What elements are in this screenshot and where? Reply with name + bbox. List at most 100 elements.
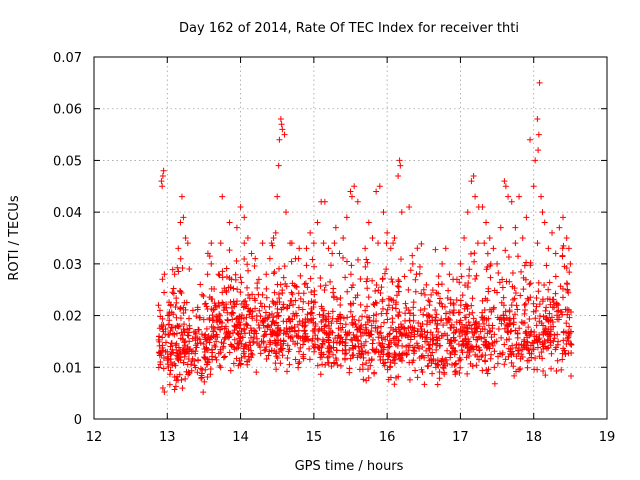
data-point — [354, 326, 361, 333]
data-point — [261, 347, 268, 354]
data-point — [458, 347, 465, 354]
data-point — [394, 282, 401, 289]
data-point — [521, 336, 528, 343]
data-point — [189, 307, 196, 314]
data-point — [457, 302, 464, 309]
data-point — [172, 383, 179, 390]
data-point — [512, 224, 519, 231]
data-point — [486, 345, 493, 352]
data-point — [407, 267, 414, 274]
data-point — [347, 301, 354, 308]
data-point — [530, 346, 537, 353]
data-point — [383, 266, 390, 273]
data-point — [307, 310, 314, 317]
data-point — [561, 263, 568, 270]
data-point — [159, 384, 166, 391]
data-point — [274, 305, 281, 312]
x-tick-label: 17 — [452, 430, 469, 445]
data-point — [166, 371, 173, 378]
data-point — [432, 307, 439, 314]
data-point — [482, 295, 489, 302]
data-point — [433, 325, 440, 332]
data-point — [311, 291, 318, 298]
data-point — [414, 374, 421, 381]
data-point — [285, 348, 292, 355]
data-point — [296, 359, 303, 366]
data-point — [280, 274, 287, 281]
x-tick-label: 19 — [599, 430, 616, 445]
data-point — [445, 315, 452, 322]
data-point — [479, 352, 486, 359]
data-point — [384, 366, 391, 373]
data-point — [416, 263, 423, 270]
data-point — [447, 337, 454, 344]
data-point — [515, 253, 522, 260]
data-point — [207, 366, 214, 373]
data-point — [358, 344, 365, 351]
data-point — [208, 260, 215, 267]
data-point — [234, 340, 241, 347]
data-point — [474, 240, 481, 247]
data-point — [368, 322, 375, 329]
data-point — [301, 327, 308, 334]
data-point — [270, 314, 277, 321]
data-point — [172, 304, 179, 311]
data-point — [337, 338, 344, 345]
data-point — [218, 339, 225, 346]
data-point — [390, 326, 397, 333]
data-point — [213, 303, 220, 310]
data-point — [546, 333, 553, 340]
data-point — [391, 381, 398, 388]
data-point — [346, 365, 353, 372]
data-point — [491, 348, 498, 355]
data-point — [427, 352, 434, 359]
data-point — [268, 321, 275, 328]
data-point — [350, 331, 357, 338]
data-point — [550, 299, 557, 306]
data-point — [216, 311, 223, 318]
data-point — [291, 324, 298, 331]
data-point — [491, 331, 498, 338]
data-point — [549, 229, 556, 236]
data-point — [469, 309, 476, 316]
data-point — [499, 349, 506, 356]
data-point — [241, 256, 248, 263]
data-point — [213, 356, 220, 363]
data-point — [372, 287, 379, 294]
data-point — [451, 351, 458, 358]
data-point — [432, 364, 439, 371]
data-point — [456, 319, 463, 326]
data-point — [206, 253, 213, 260]
data-point — [232, 271, 239, 278]
data-point — [194, 340, 201, 347]
data-point — [321, 338, 328, 345]
data-point — [423, 321, 430, 328]
data-point — [391, 360, 398, 367]
data-point — [169, 346, 176, 353]
data-point — [326, 349, 333, 356]
data-point — [209, 312, 216, 319]
data-point — [498, 334, 505, 341]
data-point — [362, 338, 369, 345]
data-point — [270, 235, 277, 241]
data-point — [525, 346, 532, 353]
data-point — [179, 264, 186, 271]
data-point — [373, 311, 380, 318]
data-point — [230, 360, 237, 367]
data-point — [459, 292, 466, 299]
data-point — [226, 247, 233, 254]
data-point — [228, 311, 235, 318]
data-point — [510, 319, 517, 326]
data-point — [309, 256, 316, 263]
data-point — [546, 310, 553, 317]
data-point — [402, 300, 409, 307]
data-point — [535, 288, 542, 295]
data-point — [426, 357, 433, 364]
data-point — [484, 370, 491, 377]
data-point — [520, 274, 527, 281]
data-point — [336, 250, 343, 257]
data-point — [461, 235, 468, 241]
data-point — [503, 278, 510, 285]
data-point — [391, 335, 398, 342]
data-point — [536, 301, 543, 308]
